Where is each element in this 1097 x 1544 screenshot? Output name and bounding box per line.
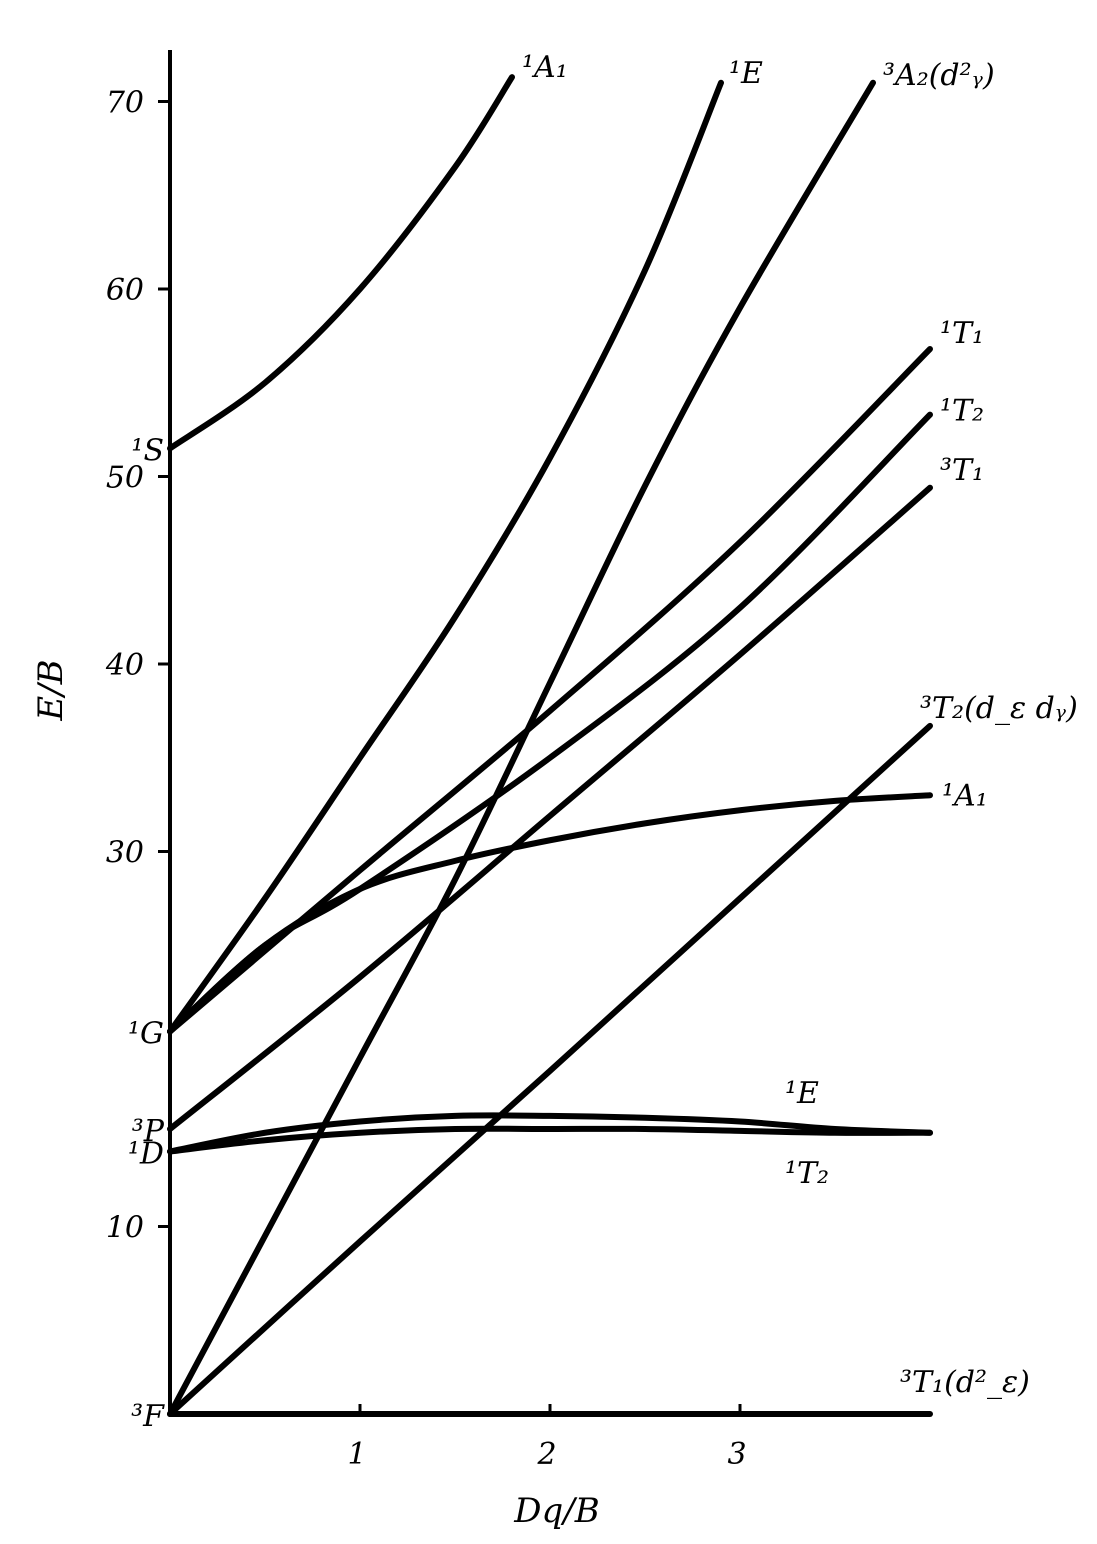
series-label-5: ³T₁ [940, 453, 984, 488]
free-ion-term-0: ³F [131, 1399, 165, 1434]
series-line-2 [167, 79, 876, 1417]
x-tick-label-2: 3 [727, 1437, 746, 1472]
series-label-10: ³T₁(d²_ε) [900, 1365, 1030, 1400]
y-tick-label-3: 50 [106, 461, 144, 496]
y-tick-label-4: 60 [106, 273, 144, 308]
y-tick-label-2: 40 [105, 648, 144, 683]
y-tick-label-1: 30 [106, 836, 144, 871]
x-tick-label-1: 2 [536, 1437, 556, 1472]
y-tick-label-5: 70 [106, 86, 144, 121]
series-line-6 [167, 722, 933, 1417]
free-ion-term-1: ¹D [128, 1137, 164, 1172]
labels: ¹A₁ ¹E ³A₂(d²ᵧ) ¹T₁ ¹T₂ ³T₁ ³T₂(d_ε dᵧ) ¹A₁ ¹E ¹T… [128, 50, 1078, 1434]
axes [168, 50, 930, 1416]
curves [167, 74, 933, 1417]
series-line-4 [167, 411, 933, 1035]
series-label-6: ³T₂(d_ε dᵧ) [920, 691, 1078, 726]
y-tick-label-0: 10 [106, 1211, 144, 1246]
series-line-7 [167, 792, 933, 1035]
free-ion-term-3: ¹G [128, 1017, 164, 1052]
series-line-8 [167, 1112, 933, 1155]
series-line-5 [167, 484, 933, 1132]
x-tick-label-0: 1 [347, 1437, 366, 1472]
y-axis-title: E/B [31, 659, 71, 721]
x-axis-title: Dq/B [513, 1491, 599, 1531]
free-ion-term-4: ¹S [131, 433, 164, 468]
series-label-3: ¹T₁ [940, 316, 984, 351]
free-ion-term-2: ³P [132, 1114, 165, 1149]
series-line-1 [167, 79, 724, 1035]
series-label-8: ¹E [785, 1076, 819, 1111]
series-label-7: ¹A₁ [942, 778, 988, 813]
series-line-9 [167, 1125, 933, 1155]
series-label-2: ³A₂(d²ᵧ) [883, 58, 995, 93]
series-label-4: ¹T₂ [940, 394, 984, 429]
series-label-9: ¹T₂ [785, 1156, 829, 1191]
ticks: 1 2 3 10 30 40 50 60 70 [105, 86, 747, 1473]
series-label-1: ¹E [729, 56, 763, 91]
series-line-0 [167, 74, 515, 452]
series-label-0: ¹A₁ [522, 50, 568, 85]
